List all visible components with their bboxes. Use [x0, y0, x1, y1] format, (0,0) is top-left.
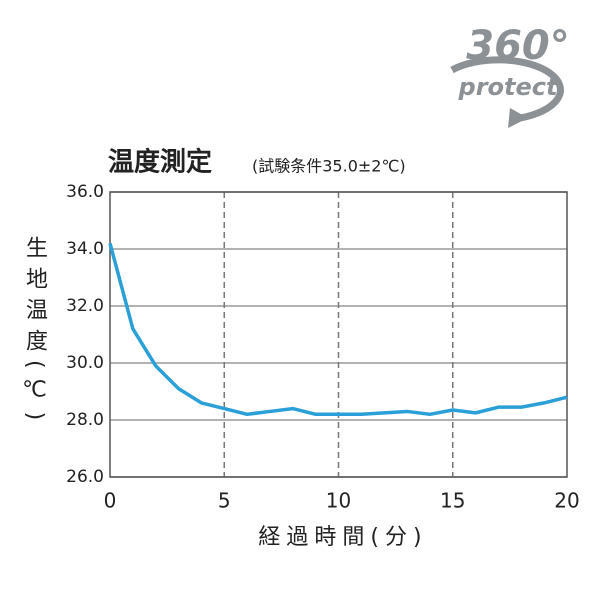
- x-tick-label: 0: [104, 489, 117, 513]
- y-tick-label: 30.0: [66, 353, 104, 373]
- x-tick-label: 10: [326, 489, 351, 513]
- x-tick-label: 5: [218, 489, 231, 513]
- logo-text: 360°: [466, 23, 570, 69]
- x-tick-label: 20: [554, 489, 579, 513]
- logo-arrowhead: [508, 108, 528, 128]
- logo-arrow: [450, 56, 564, 122]
- logo: 360° protect: [450, 23, 570, 128]
- y-tick-label: 36.0: [66, 182, 104, 202]
- x-axis-label: 経過時間(分): [258, 525, 427, 550]
- chart-subtitle: (試験条件35.0±2℃): [252, 157, 406, 176]
- x-tick-label: 15: [440, 489, 465, 513]
- plot-frame: [109, 191, 568, 478]
- y-tick-label: 32.0: [66, 296, 104, 316]
- data-line: [108, 242, 568, 417]
- logo-subtext: protect: [458, 73, 559, 101]
- y-tick-label: 26.0: [66, 467, 104, 487]
- y-tick-label: 28.0: [66, 410, 104, 430]
- chart-title: 温度測定: [108, 147, 212, 178]
- y-tick-label: 34.0: [66, 239, 104, 259]
- y-axis-label: 生地温度(℃): [22, 236, 48, 429]
